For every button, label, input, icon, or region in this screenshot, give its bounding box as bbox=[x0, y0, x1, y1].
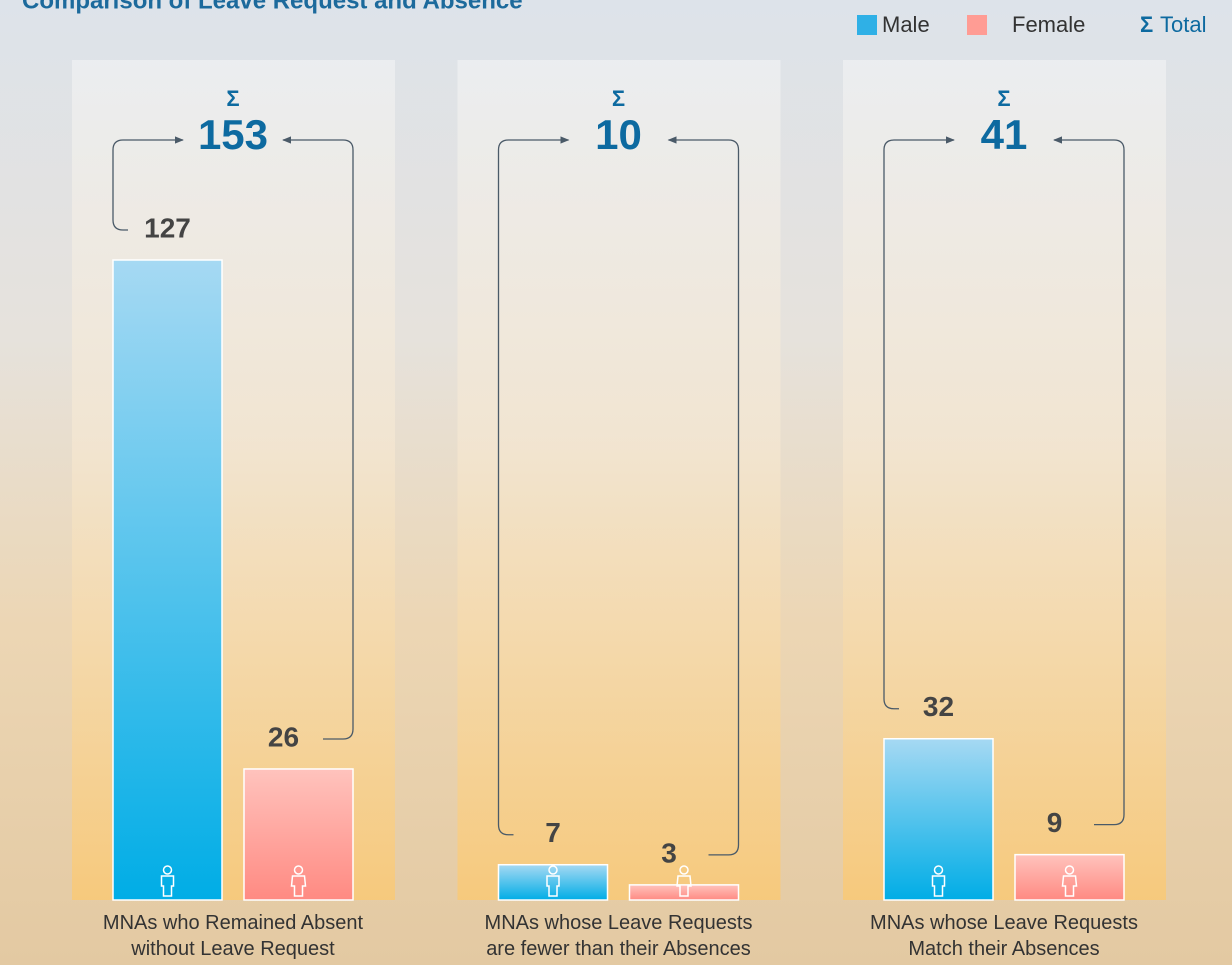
total-value: 41 bbox=[981, 111, 1028, 158]
legend-swatch bbox=[967, 15, 987, 35]
value-label: 3 bbox=[661, 837, 677, 868]
legend-total-symbol: Σ bbox=[1140, 12, 1153, 37]
group: 32 9 Σ41 bbox=[843, 60, 1166, 900]
category-label: MNAs who Remained Absent without Leave R… bbox=[41, 910, 426, 962]
total-symbol: Σ bbox=[612, 86, 625, 111]
category-label: MNAs whose Leave Requests Match their Ab… bbox=[812, 910, 1197, 962]
total-symbol: Σ bbox=[997, 86, 1010, 111]
bar bbox=[244, 769, 353, 900]
bar bbox=[499, 865, 608, 900]
chart-title: Comparison of Leave Request and Absence bbox=[22, 0, 523, 14]
bar bbox=[113, 260, 222, 900]
legend-total-label: Total bbox=[1160, 12, 1206, 37]
legend-swatch bbox=[857, 15, 877, 35]
total-value: 10 bbox=[595, 111, 642, 158]
chart-page: Comparison of Leave Request and Absence … bbox=[0, 0, 1232, 965]
total-symbol: Σ bbox=[226, 86, 239, 111]
value-label: 127 bbox=[144, 212, 191, 243]
bar bbox=[630, 885, 739, 900]
value-label: 7 bbox=[545, 817, 561, 848]
legend-label: Female bbox=[1012, 12, 1085, 37]
total-value: 153 bbox=[198, 111, 268, 158]
value-label: 26 bbox=[268, 721, 299, 752]
panel bbox=[458, 60, 781, 900]
legend-label: Male bbox=[882, 12, 930, 37]
value-label: 32 bbox=[923, 691, 954, 722]
value-label: 9 bbox=[1047, 807, 1063, 838]
category-label: MNAs whose Leave Requests are fewer than… bbox=[426, 910, 811, 962]
chart: Comparison of Leave Request and Absence … bbox=[0, 0, 1232, 965]
bar bbox=[1015, 855, 1124, 900]
group: 7 3 Σ10 bbox=[458, 60, 781, 900]
